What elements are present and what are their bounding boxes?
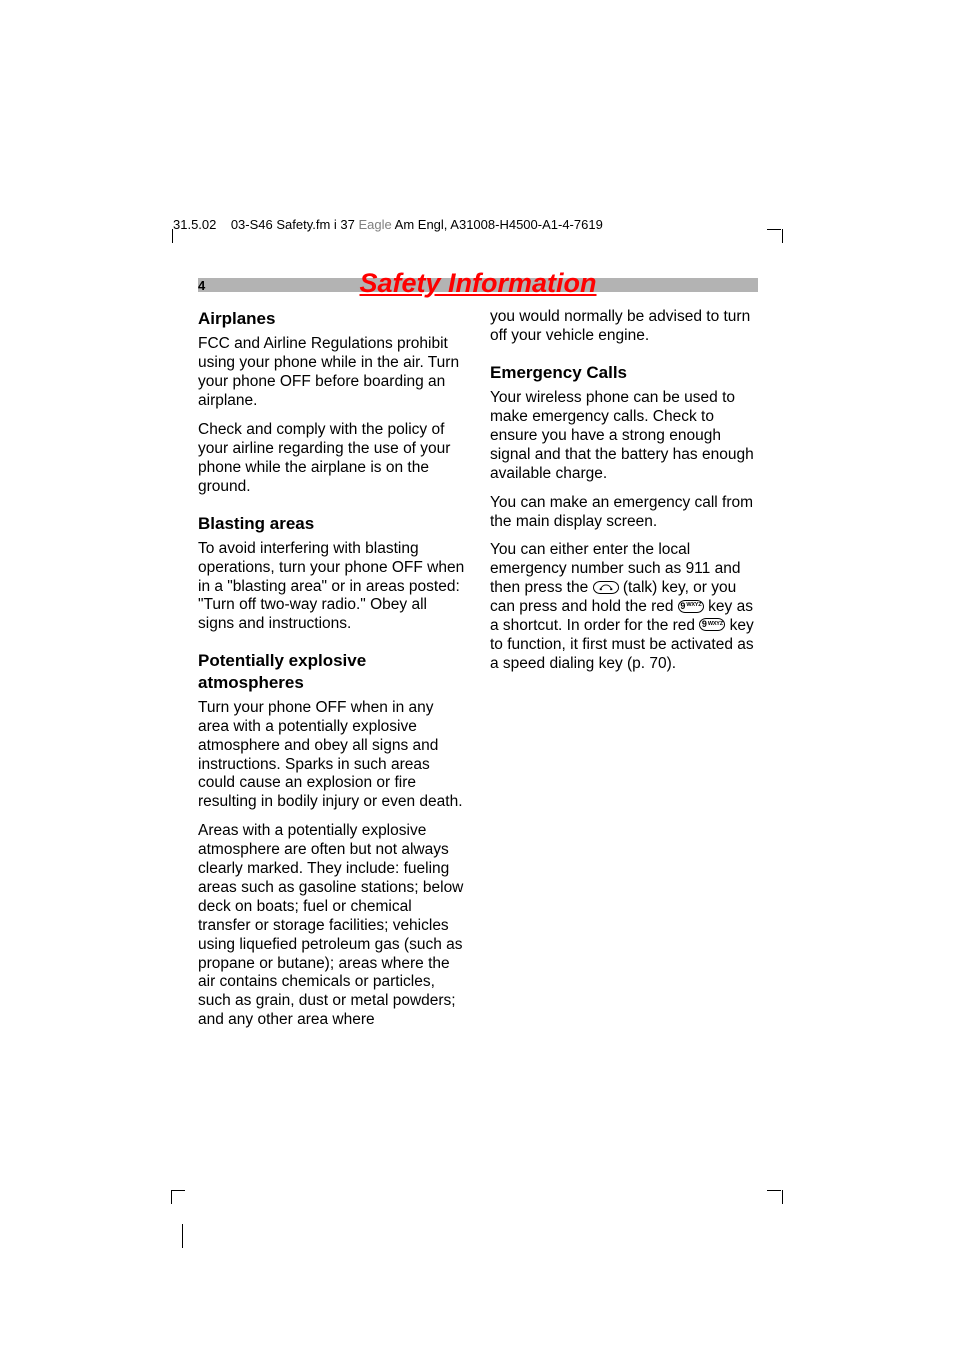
- paragraph: Your wireless phone can be used to make …: [490, 389, 758, 484]
- left-column: Airplanes FCC and Airline Regulations pr…: [198, 308, 466, 1040]
- nine-key-icon: 9WXYZ: [678, 600, 704, 613]
- paragraph: Check and comply with the policy of your…: [198, 421, 466, 497]
- crop-mark: [767, 229, 781, 230]
- crop-mark: [171, 1190, 185, 1191]
- crop-mark: [171, 1190, 172, 1204]
- paragraph: To avoid interfering with blasting opera…: [198, 540, 466, 635]
- paragraph: Turn your phone OFF when in any area wit…: [198, 699, 466, 812]
- heading-explosive: Potentially explosive atmospheres: [198, 650, 466, 693]
- content-area: Airplanes FCC and Airline Regulations pr…: [198, 308, 758, 1040]
- paragraph: you would normally be advised to turn of…: [490, 308, 758, 346]
- header-date: 31.5.02: [173, 217, 216, 232]
- header-mid: Am Engl,: [395, 217, 448, 232]
- header-docid: A31008-H4500-A1-4-7619: [447, 217, 602, 232]
- paragraph-with-keys: You can either enter the local emergency…: [490, 541, 758, 673]
- talk-key-icon: [593, 581, 619, 594]
- crop-mark: [182, 1224, 183, 1248]
- right-column: you would normally be advised to turn of…: [490, 308, 758, 1040]
- page-title: Safety Information: [198, 268, 758, 299]
- nine-key-icon: 9WXYZ: [699, 618, 725, 631]
- header-file: 03-S46 Safety.fm i 37: [231, 217, 355, 232]
- crop-mark: [767, 1190, 781, 1191]
- paragraph: You can make an emergency call from the …: [490, 494, 758, 532]
- heading-blasting: Blasting areas: [198, 513, 466, 534]
- crop-mark: [782, 1190, 783, 1204]
- heading-emergency: Emergency Calls: [490, 362, 758, 383]
- crop-mark: [782, 229, 783, 243]
- header-gray: Eagle: [359, 217, 395, 232]
- paragraph: Areas with a potentially explosive atmos…: [198, 822, 466, 1030]
- paragraph: FCC and Airline Regulations prohibit usi…: [198, 335, 466, 411]
- header-metadata: 31.5.02 03-S46 Safety.fm i 37 Eagle Am E…: [173, 217, 603, 232]
- heading-airplanes: Airplanes: [198, 308, 466, 329]
